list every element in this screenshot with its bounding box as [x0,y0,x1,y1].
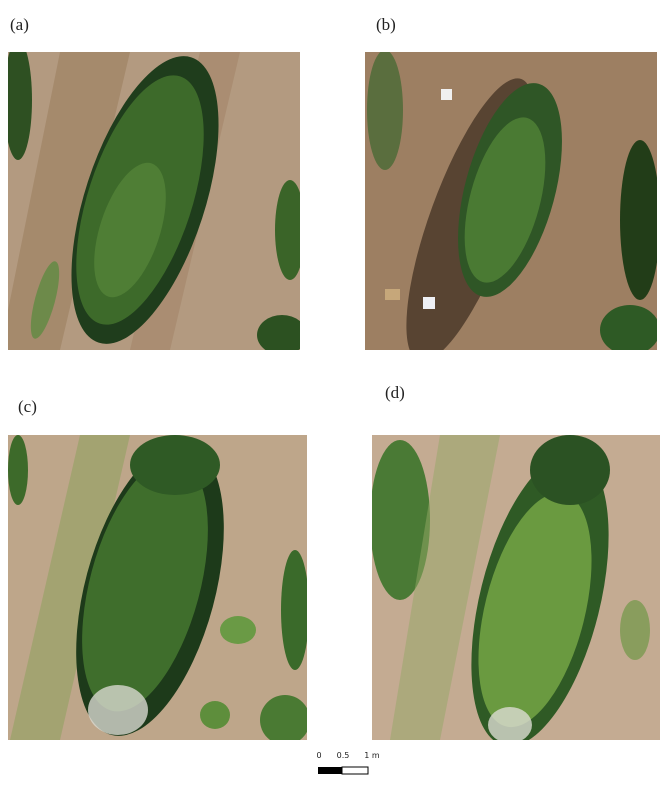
aerial-image [8,428,310,751]
scale-bar: 0 0.5 1 m [316,751,379,774]
scale-segment [342,767,368,774]
panel-label: (d) [385,383,405,402]
aerial-image [0,39,307,361]
figure: (a) (b) (c) (d) [0,0,661,800]
panel-label: (b) [376,15,396,34]
panel-label: (a) [10,15,29,34]
aerial-image [370,435,660,760]
scale-label: 0 [316,751,321,760]
panel-label: (c) [18,397,37,416]
scale-label: 1 m [364,751,380,760]
scale-segment [318,767,342,774]
aerial-image [365,50,660,375]
scale-label: 0.5 [337,751,350,760]
